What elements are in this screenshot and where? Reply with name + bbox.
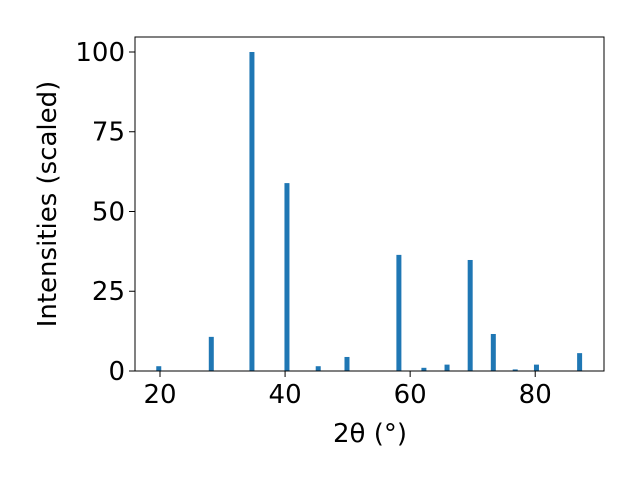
y-tick-label: 75 (92, 118, 125, 148)
bar (533, 364, 539, 371)
bar (284, 183, 290, 371)
y-tick-label: 100 (75, 38, 125, 68)
bar (577, 353, 583, 371)
x-tick-label: 40 (269, 380, 302, 410)
y-tick-label: 50 (92, 197, 125, 227)
bar (444, 364, 450, 371)
bar (512, 369, 518, 371)
bar (490, 333, 496, 371)
y-tick-label: 25 (92, 277, 125, 307)
x-tick-label: 20 (143, 380, 176, 410)
bar (156, 366, 162, 371)
x-axis-label: 2θ (°) (333, 419, 407, 449)
bar (249, 51, 255, 371)
y-tick-label: 0 (108, 357, 125, 387)
bar (467, 259, 473, 371)
bar (421, 367, 427, 371)
bar (344, 356, 350, 371)
x-tick-label: 80 (519, 380, 552, 410)
bar (208, 336, 214, 371)
bar (396, 254, 402, 371)
y-axis-label: Intensities (scaled) (33, 81, 63, 328)
plot-frame (134, 36, 605, 372)
bar (315, 366, 321, 371)
x-tick-label: 60 (394, 380, 427, 410)
